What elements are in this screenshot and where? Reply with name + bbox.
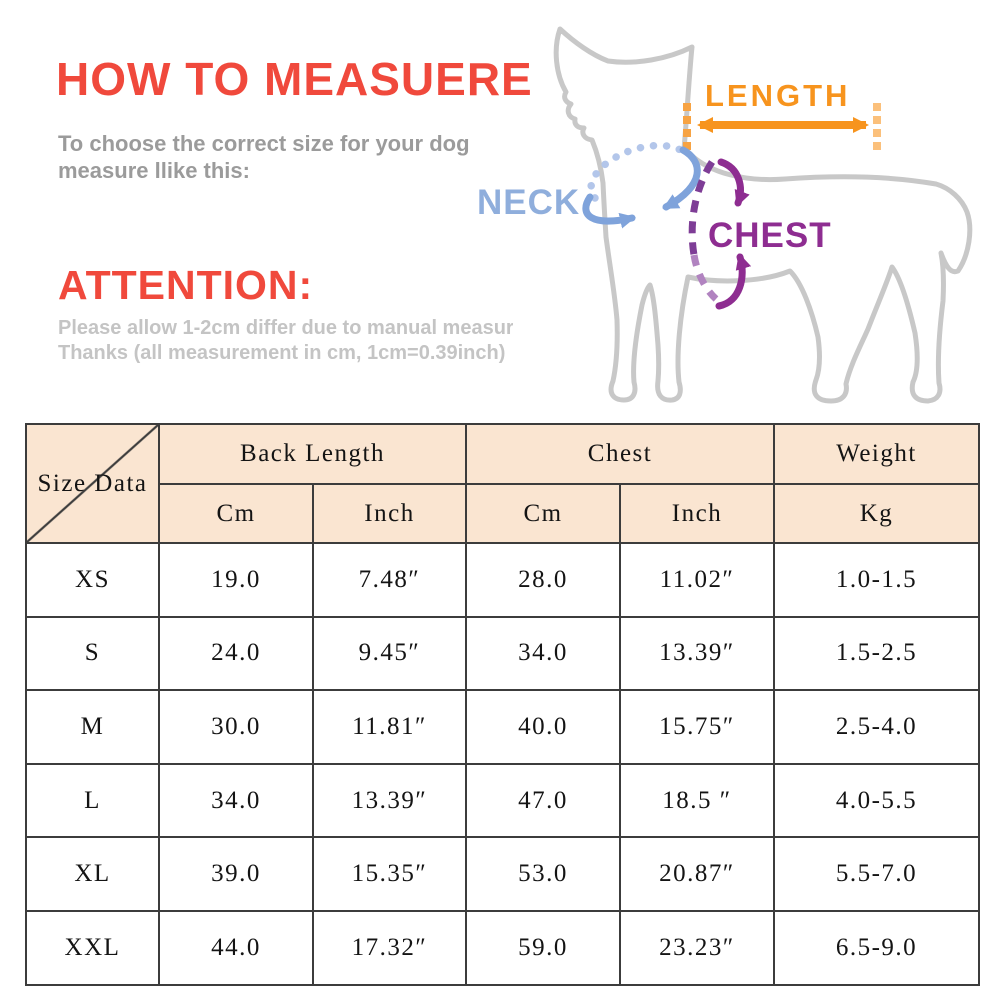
subtitle-line-2: measure llike this: — [58, 158, 250, 183]
table-cell: 59.0 — [465, 909, 621, 986]
size-cell: XS — [25, 542, 160, 618]
neck-dotted-line-icon — [587, 141, 691, 202]
back-cm-subheader: Cm — [158, 483, 314, 544]
subtitle: To choose the correct size for your dog … — [58, 130, 498, 184]
table-cell: 18.5 ″ — [618, 762, 776, 839]
dog-measurement-diagram — [553, 26, 973, 404]
chest-cm-subheader: Cm — [465, 483, 621, 544]
size-cell: XL — [25, 836, 160, 912]
attention-note-line-2: Thanks (all measurement in cm, 1cm=0.39i… — [58, 342, 506, 364]
table-cell: 5.5-7.0 — [773, 836, 981, 912]
length-label: LENGTH — [705, 78, 851, 113]
chest-arrow-icon — [717, 158, 750, 207]
chest-label: CHEST — [708, 216, 832, 255]
back-length-header: Back Length — [158, 423, 467, 485]
table-cell: 53.0 — [465, 836, 621, 912]
table-cell: 11.02″ — [618, 542, 776, 618]
table-row-s: S 24.0 9.45″ 34.0 13.39″ 1.5-2.5 — [25, 615, 981, 692]
table-cell: 30.0 — [158, 689, 314, 765]
dog-outline — [553, 26, 973, 404]
table-subheader-row: Cm Inch Cm Inch Kg — [26, 483, 981, 544]
chest-dashed-line-icon — [690, 254, 719, 302]
chest-dashed-line-icon — [688, 160, 715, 256]
table-cell: 34.0 — [465, 615, 621, 692]
table-cell: 47.0 — [465, 762, 621, 839]
table-cell: 1.0-1.5 — [773, 542, 981, 618]
table-cell: 6.5-9.0 — [773, 909, 981, 986]
table-cell: 13.39″ — [312, 762, 467, 839]
weight-header: Weight — [773, 423, 981, 485]
table-cell: 23.23″ — [618, 909, 776, 986]
table-cell: 11.81″ — [312, 689, 467, 765]
table-cell: 15.75″ — [618, 689, 776, 765]
table-cell: 39.0 — [158, 836, 314, 912]
chest-header: Chest — [464, 423, 776, 485]
attention-notes: Please allow 1-2cm differ due to manual … — [58, 316, 513, 366]
chest-arrow-icon — [715, 253, 752, 310]
table-cell: 9.45″ — [312, 615, 467, 692]
length-guide-dots-icon — [683, 103, 691, 150]
table-row-m: M 30.0 11.81″ 40.0 15.75″ 2.5-4.0 — [25, 689, 981, 765]
size-cell: M — [25, 689, 160, 765]
table-cell: 24.0 — [158, 615, 314, 692]
attention-note-line-1: Please allow 1-2cm differ due to manual … — [58, 317, 513, 339]
table-cell: 15.35″ — [312, 836, 467, 912]
neck-label: NECK — [477, 183, 581, 222]
table-cell: 44.0 — [158, 909, 314, 986]
table-cell: 4.0-5.5 — [773, 762, 981, 839]
table-cell: 1.5-2.5 — [773, 615, 981, 692]
neck-arrow-icon — [662, 146, 701, 211]
table-cell: 40.0 — [465, 689, 621, 765]
page-title: HOW TO MEASUERE — [56, 53, 533, 105]
table-cell: 20.87″ — [618, 836, 776, 912]
table-cell: 34.0 — [158, 762, 314, 839]
back-inch-subheader: Inch — [312, 483, 467, 544]
chest-inch-subheader: Inch — [618, 483, 776, 544]
table-cell: 2.5-4.0 — [773, 689, 981, 765]
table-cell: 7.48″ — [312, 542, 467, 618]
size-table: Size Data Back Length Chest Weight Cm In… — [25, 423, 981, 986]
subtitle-line-1: To choose the correct size for your dog — [58, 131, 470, 156]
table-cell: 28.0 — [465, 542, 621, 618]
length-guide-dots-icon — [873, 103, 881, 150]
neck-arrow-icon — [582, 193, 636, 229]
size-cell: L — [25, 762, 160, 839]
table-cell: 13.39″ — [618, 615, 776, 692]
table-row-xxl: XXL 44.0 17.32″ 59.0 23.23″ 6.5-9.0 — [25, 909, 981, 986]
table-group-header-row: Size Data Back Length Chest Weight — [25, 423, 981, 544]
size-data-corner-cell: Size Data — [25, 423, 160, 544]
table-row-xl: XL 39.0 15.35″ 53.0 20.87″ 5.5-7.0 — [25, 836, 981, 912]
size-cell: XXL — [25, 909, 160, 986]
attention-heading: ATTENTION: — [58, 262, 314, 308]
weight-kg-subheader: Kg — [773, 483, 981, 544]
table-cell: 19.0 — [158, 542, 314, 618]
size-cell: S — [25, 615, 160, 692]
table-cell: 17.32″ — [312, 909, 467, 986]
table-row-l: L 34.0 13.39″ 47.0 18.5 ″ 4.0-5.5 — [25, 762, 981, 839]
table-row-xs: XS 19.0 7.48″ 28.0 11.02″ 1.0-1.5 — [25, 542, 981, 618]
